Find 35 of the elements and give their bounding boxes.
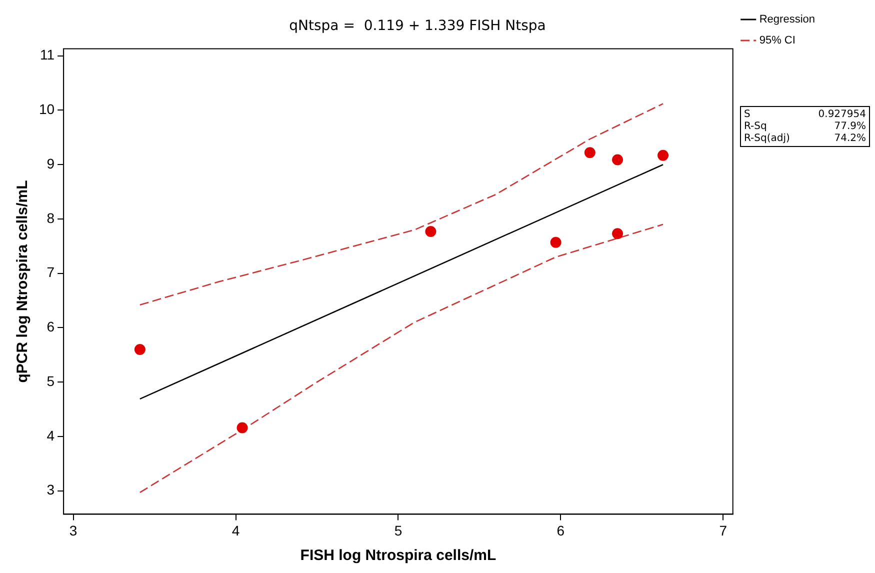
text: 77.9%	[833, 121, 866, 132]
y-tick-label: 8	[46, 210, 55, 226]
legend-label: 95% CI	[759, 34, 796, 47]
point	[425, 226, 436, 237]
point	[658, 150, 669, 161]
y-tick-label: 5	[46, 372, 55, 389]
text: R-Sq	[744, 121, 768, 132]
y-tick-label: 6	[46, 318, 55, 335]
y-tick-label: 10	[38, 101, 55, 118]
legend-label: Regression	[759, 14, 815, 26]
point	[550, 236, 562, 248]
y-tick-label: 4	[46, 427, 55, 444]
point	[612, 154, 624, 166]
y-tick-label: 9	[46, 155, 55, 172]
chart-title: qNtspa = 0.119 + 1.339 FISH Ntspa	[289, 18, 546, 34]
x-tick-label: 6	[556, 522, 565, 538]
x-tick-label: 4	[232, 522, 240, 538]
y-tick-label: 7	[46, 264, 55, 280]
point	[236, 422, 248, 434]
y-tick-label: 3	[46, 482, 55, 498]
text: R-Sq(adj)	[744, 133, 791, 144]
text: 0.927954	[817, 109, 866, 120]
line-series	[139, 224, 664, 494]
text: 74.2%	[833, 133, 866, 144]
point	[584, 147, 596, 158]
x-tick-label: 7	[719, 522, 728, 538]
x-tick-label: 3	[69, 522, 78, 538]
y-axis-title: qPCR log Ntrospira cells/mL	[14, 180, 32, 383]
line-series	[139, 103, 664, 306]
point	[612, 228, 624, 240]
point	[134, 344, 146, 355]
text: S	[744, 109, 752, 120]
y-tick-label: 11	[40, 46, 55, 63]
x-axis-title: FISH log Ntrospira cells/mL	[300, 547, 496, 564]
x-tick-label: 5	[394, 522, 402, 538]
